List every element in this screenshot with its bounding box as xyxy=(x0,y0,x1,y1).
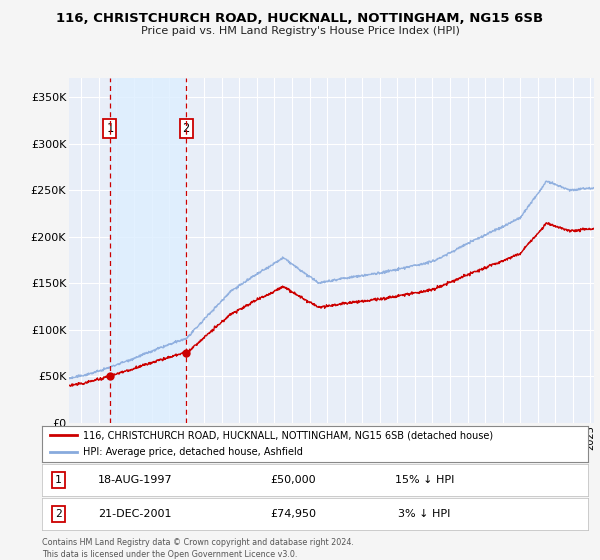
Text: £50,000: £50,000 xyxy=(271,475,316,485)
Text: 116, CHRISTCHURCH ROAD, HUCKNALL, NOTTINGHAM, NG15 6SB (detached house): 116, CHRISTCHURCH ROAD, HUCKNALL, NOTTIN… xyxy=(83,431,493,440)
Text: 116, CHRISTCHURCH ROAD, HUCKNALL, NOTTINGHAM, NG15 6SB: 116, CHRISTCHURCH ROAD, HUCKNALL, NOTTIN… xyxy=(56,12,544,25)
Text: Price paid vs. HM Land Registry's House Price Index (HPI): Price paid vs. HM Land Registry's House … xyxy=(140,26,460,36)
Text: 18-AUG-1997: 18-AUG-1997 xyxy=(98,475,172,485)
Text: 21-DEC-2001: 21-DEC-2001 xyxy=(98,509,172,519)
Text: HPI: Average price, detached house, Ashfield: HPI: Average price, detached house, Ashf… xyxy=(83,447,303,457)
Text: 2: 2 xyxy=(182,122,190,135)
Text: Contains HM Land Registry data © Crown copyright and database right 2024.
This d: Contains HM Land Registry data © Crown c… xyxy=(42,538,354,559)
Text: £74,950: £74,950 xyxy=(270,509,316,519)
Text: 1: 1 xyxy=(55,475,62,485)
Text: 15% ↓ HPI: 15% ↓ HPI xyxy=(395,475,454,485)
Bar xyxy=(110,78,186,423)
Text: 2: 2 xyxy=(55,509,62,519)
Text: 3% ↓ HPI: 3% ↓ HPI xyxy=(398,509,451,519)
Text: 1: 1 xyxy=(106,122,113,135)
